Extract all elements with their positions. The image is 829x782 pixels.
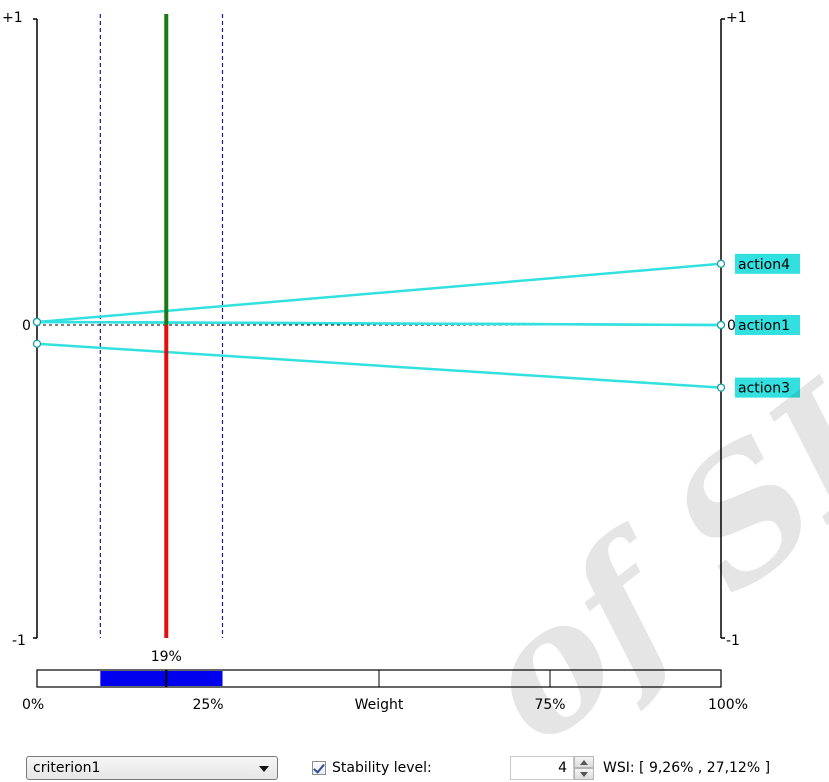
stability-level-spinner[interactable] <box>510 756 594 780</box>
spinner-up-button[interactable] <box>574 756 594 768</box>
weight-tick-label: 100% <box>708 697 748 713</box>
series-lines <box>32 259 726 392</box>
series-point-action2-end <box>716 320 726 330</box>
criterion-select[interactable]: criterion1 <box>26 756 278 780</box>
series-point-action4-end <box>716 259 726 268</box>
series-label-text: action4 <box>738 257 790 273</box>
spinner-down-button[interactable] <box>574 768 594 780</box>
right-axis-bottom-label: -1 <box>726 633 740 649</box>
right-axis-zero-label: 0 <box>727 318 736 334</box>
weight-tick-label: Weight <box>355 697 404 713</box>
weight-tick-label: 75% <box>534 697 565 713</box>
series-label-bg <box>735 377 800 398</box>
left-axis-bottom-label: -1 <box>12 633 26 649</box>
series-label-action1: action1 <box>735 315 800 335</box>
arrow-down-icon <box>580 772 588 777</box>
series-label-text: action1 <box>738 318 790 334</box>
series-point-action2-start <box>32 317 42 327</box>
series-line-action3 <box>36 342 722 389</box>
sensitivity-chart: +1 0 -1 +1 0 -1 19% action4action1action… <box>2 10 800 713</box>
series-point-action3-end <box>716 383 726 392</box>
series-line-action4 <box>36 262 722 324</box>
series-label-text: action3 <box>738 381 790 397</box>
series-label-bg <box>735 253 800 274</box>
stability-level-input[interactable] <box>510 756 574 780</box>
weight-bar-interval-fill <box>100 671 223 686</box>
stability-checkbox-group[interactable]: Stability level: <box>312 756 432 780</box>
chevron-down-icon <box>259 766 269 772</box>
right-axis-top-label: +1 <box>726 10 747 26</box>
weight-tick-label: 25% <box>192 697 223 713</box>
series-point-action3-start <box>32 339 42 348</box>
arrow-up-icon <box>580 760 588 765</box>
action-labels: action4 action1 action3 <box>735 253 800 398</box>
series-label-bg <box>735 315 800 335</box>
stability-checkbox[interactable] <box>312 761 326 775</box>
bottom-controls: criterion1 Stability level: WSI: [ 9,26%… <box>0 736 829 780</box>
series-label-action3: action3 <box>735 377 800 398</box>
series-label-action4: action4 <box>735 253 800 274</box>
wsi-readout: WSI: [ 9,26% , 27,12% ] <box>603 760 771 776</box>
stability-checkbox-label: Stability level: <box>332 760 432 776</box>
left-axis-top-label: +1 <box>2 10 23 26</box>
criterion-select-value: criterion1 <box>33 760 101 776</box>
checkmark-icon <box>313 761 325 774</box>
left-axis-zero-label: 0 <box>22 318 31 334</box>
series-line-action2 <box>36 320 722 327</box>
weight-axis-tick-labels: 0% 25% Weight 75% 100% <box>22 697 748 713</box>
weight-tick-label: 0% <box>22 697 44 713</box>
current-weight-label: 19% <box>151 649 182 665</box>
